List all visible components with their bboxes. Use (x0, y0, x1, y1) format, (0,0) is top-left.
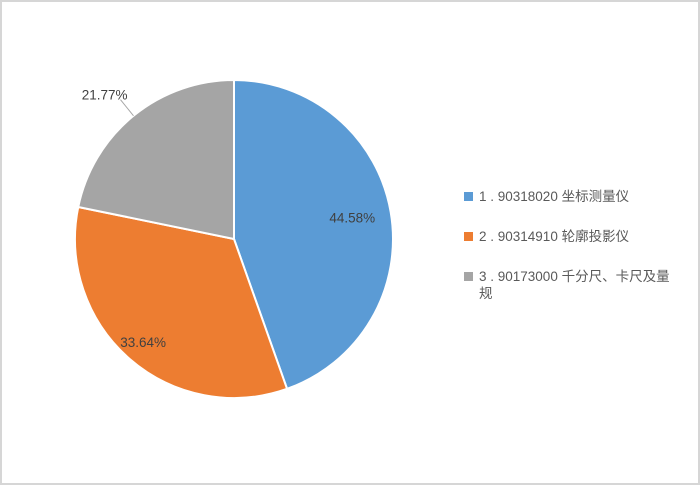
data-label-3: 21.77% (82, 87, 128, 102)
legend-item-3[interactable]: 3 . 90173000 千分尺、卡尺及量 规 (464, 268, 696, 302)
legend-label: 3 . 90173000 千分尺、卡尺及量 规 (479, 269, 670, 301)
leader-line (120, 99, 134, 117)
legend-marker-square (464, 232, 473, 241)
legend-item-1[interactable]: 1 . 90318020 坐标测量仪 (464, 188, 696, 205)
legend-label: 1 . 90318020 坐标测量仪 (479, 189, 630, 204)
chart-legend: 1 . 90318020 坐标测量仪 2 . 90314910 轮廓投影仪 3 … (464, 188, 696, 325)
pie-slice-2[interactable] (74, 205, 289, 399)
data-label-2: 33.64% (120, 335, 166, 350)
legend-marker-square (464, 192, 473, 201)
legend-marker-square (464, 272, 473, 281)
legend-label: 2 . 90314910 轮廓投影仪 (479, 229, 630, 244)
pie-slice-3[interactable] (77, 79, 235, 240)
data-label-1: 44.58% (329, 210, 375, 225)
pie-slice-1[interactable] (233, 79, 394, 390)
legend-item-2[interactable]: 2 . 90314910 轮廓投影仪 (464, 228, 696, 245)
